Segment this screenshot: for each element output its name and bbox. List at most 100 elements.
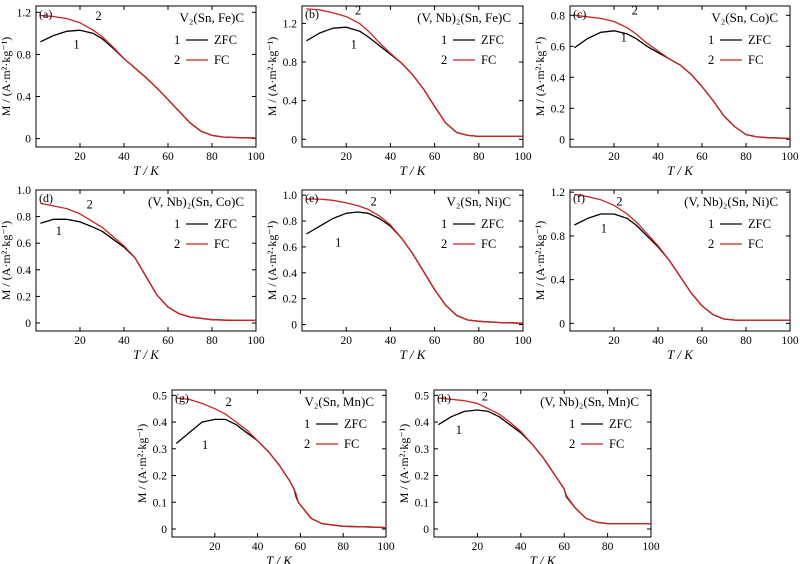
legend-fc-label: FC: [609, 437, 624, 451]
x-tick-label: 20: [74, 151, 86, 163]
x-axis-label: T / K: [133, 347, 160, 362]
x-axis-label: T / K: [667, 347, 694, 362]
legend-zfc-number: 1: [174, 217, 180, 231]
y-axis-label: M / (A·m²·kg⁻¹): [135, 424, 149, 504]
plot-frame: [301, 5, 524, 148]
chart-panel: 20 40 60 80 100 0 0.1 0.2 0.3 0.4 0.5 T / K M / (A·m…: [397, 389, 660, 564]
x-axis-label: T / K: [400, 163, 427, 178]
legend-fc-number: 2: [441, 237, 447, 251]
x-tick-label: 80: [740, 151, 752, 163]
curve-label-zfc: 1: [601, 221, 607, 235]
legend-fc-label: FC: [748, 53, 763, 67]
series-fc-line: [574, 193, 790, 321]
legend-fc-number: 2: [441, 53, 447, 67]
x-tick-label: 40: [385, 151, 397, 163]
y-tick-label: 1.0: [283, 190, 298, 202]
legend-zfc-number: 1: [304, 417, 310, 431]
curve-label-fc: 2: [632, 3, 638, 17]
x-axis-label: T / K: [266, 553, 293, 564]
y-tick-label: 0: [559, 318, 565, 330]
y-tick-label: 1.2: [17, 7, 32, 19]
curve-label-fc: 2: [616, 195, 622, 209]
panel-label: (d): [39, 191, 53, 205]
y-tick-label: 0.1: [415, 497, 430, 509]
legend-zfc-number: 1: [441, 33, 447, 47]
legend-zfc-label: ZFC: [748, 33, 771, 47]
y-tick-label: 0.8: [551, 10, 566, 22]
x-tick-label: 100: [247, 151, 265, 163]
legend-fc-number: 2: [304, 437, 310, 451]
y-tick-label: 0.1: [153, 497, 168, 509]
y-tick-label: 0.5: [415, 390, 430, 402]
series-zfc-line: [175, 418, 387, 529]
legend-fc-label: FC: [344, 437, 359, 451]
curve-label-fc: 2: [226, 395, 232, 409]
y-tick-label: 0.4: [415, 417, 430, 429]
curve-label-fc: 2: [87, 197, 93, 211]
x-tick-label: 100: [781, 151, 799, 163]
y-tick-label: 0.8: [551, 231, 566, 243]
curve-label-zfc: 1: [202, 438, 208, 452]
y-tick-label: 0: [25, 318, 31, 330]
y-tick-label: 0.4: [17, 91, 32, 103]
plot-frame: [35, 189, 257, 332]
x-tick-label: 100: [514, 335, 532, 347]
y-tick-label: 0.6: [283, 242, 298, 254]
compound-label: (V, Nb)₂(Sn, Ni)C: [684, 194, 778, 209]
x-tick-label: 60: [162, 151, 174, 163]
y-tick-label: 0.2: [551, 103, 566, 115]
legend-zfc-label: ZFC: [481, 33, 504, 47]
x-tick-label: 60: [295, 541, 307, 553]
y-axis-label: M / (A·m²·kg⁻¹): [0, 37, 13, 117]
curve-label-zfc: 1: [351, 37, 357, 51]
y-axis-label: M / (A·m²·kg⁻¹): [533, 221, 547, 301]
y-tick-label: 0: [25, 134, 31, 146]
x-tick-label: 40: [385, 335, 397, 347]
plot-frame: [569, 5, 791, 148]
panel-label: (a): [39, 7, 52, 21]
legend-fc-number: 2: [708, 53, 714, 67]
x-tick-label: 20: [340, 151, 352, 163]
y-tick-label: 0.4: [283, 96, 298, 108]
series-fc-line: [306, 8, 523, 138]
y-tick-label: 1.0: [17, 185, 32, 197]
compound-label: (V, Nb)₂(Sn, Mn)C: [540, 394, 639, 409]
y-tick-label: 0: [161, 524, 167, 536]
chart-panel: 20 40 60 80 100 0 0.1 0.2 0.3 0.4 0.5 T / K M / (A·m…: [135, 389, 395, 564]
legend-zfc-label: ZFC: [214, 33, 237, 47]
curve-label-zfc: 1: [456, 423, 462, 437]
series-fc-line: [176, 397, 387, 529]
x-tick-label: 20: [608, 151, 620, 163]
x-tick-label: 100: [642, 541, 660, 553]
y-axis-label: M / (A·m²·kg⁻¹): [265, 221, 279, 301]
y-tick-label: 0: [291, 134, 297, 146]
curve-label-fc: 2: [355, 3, 361, 17]
y-tick-label: 0.2: [153, 471, 168, 483]
y-tick-label: 0.3: [415, 444, 430, 456]
panel-label: (g): [175, 391, 189, 405]
x-tick-label: 40: [252, 541, 264, 553]
x-tick-label: 60: [162, 335, 174, 347]
legend-fc-number: 2: [708, 237, 714, 251]
chart-panel: 20 40 60 80 100 0 0.2 0.4 0.6 0.8 1.0 T / K M / (A·m…: [265, 189, 532, 362]
chart-panel: 20 40 60 80 100 0 0.4 0.8 1.2 T / K M / (A·m²·kg⁻¹…: [265, 3, 532, 178]
legend-fc-number: 2: [174, 53, 180, 67]
x-tick-label: 40: [118, 335, 130, 347]
y-tick-label: 0.5: [153, 390, 168, 402]
legend-zfc-label: ZFC: [748, 217, 771, 231]
plot-frame: [301, 189, 524, 332]
legend-fc-label: FC: [481, 53, 496, 67]
y-tick-label: 1.2: [551, 187, 566, 199]
legend-fc-number: 2: [569, 437, 575, 451]
x-tick-label: 20: [472, 541, 484, 553]
chart-panel: 20 40 60 80 100 0 0.2 0.4 0.6 0.8 1.0 T / K M / (A·m…: [0, 185, 265, 362]
x-tick-label: 40: [118, 151, 130, 163]
compound-label: (V, Nb)₂(Sn, Fe)C: [417, 10, 511, 25]
x-axis-label: T / K: [530, 553, 557, 564]
panel-label: (f): [573, 191, 585, 205]
x-tick-label: 100: [781, 335, 799, 347]
x-tick-label: 60: [696, 335, 708, 347]
legend-fc-label: FC: [214, 237, 229, 251]
chart-panel: 20 40 60 80 100 0 0.4 0.8 1.2 T / K M / (A·m²·kg⁻¹…: [533, 187, 799, 362]
